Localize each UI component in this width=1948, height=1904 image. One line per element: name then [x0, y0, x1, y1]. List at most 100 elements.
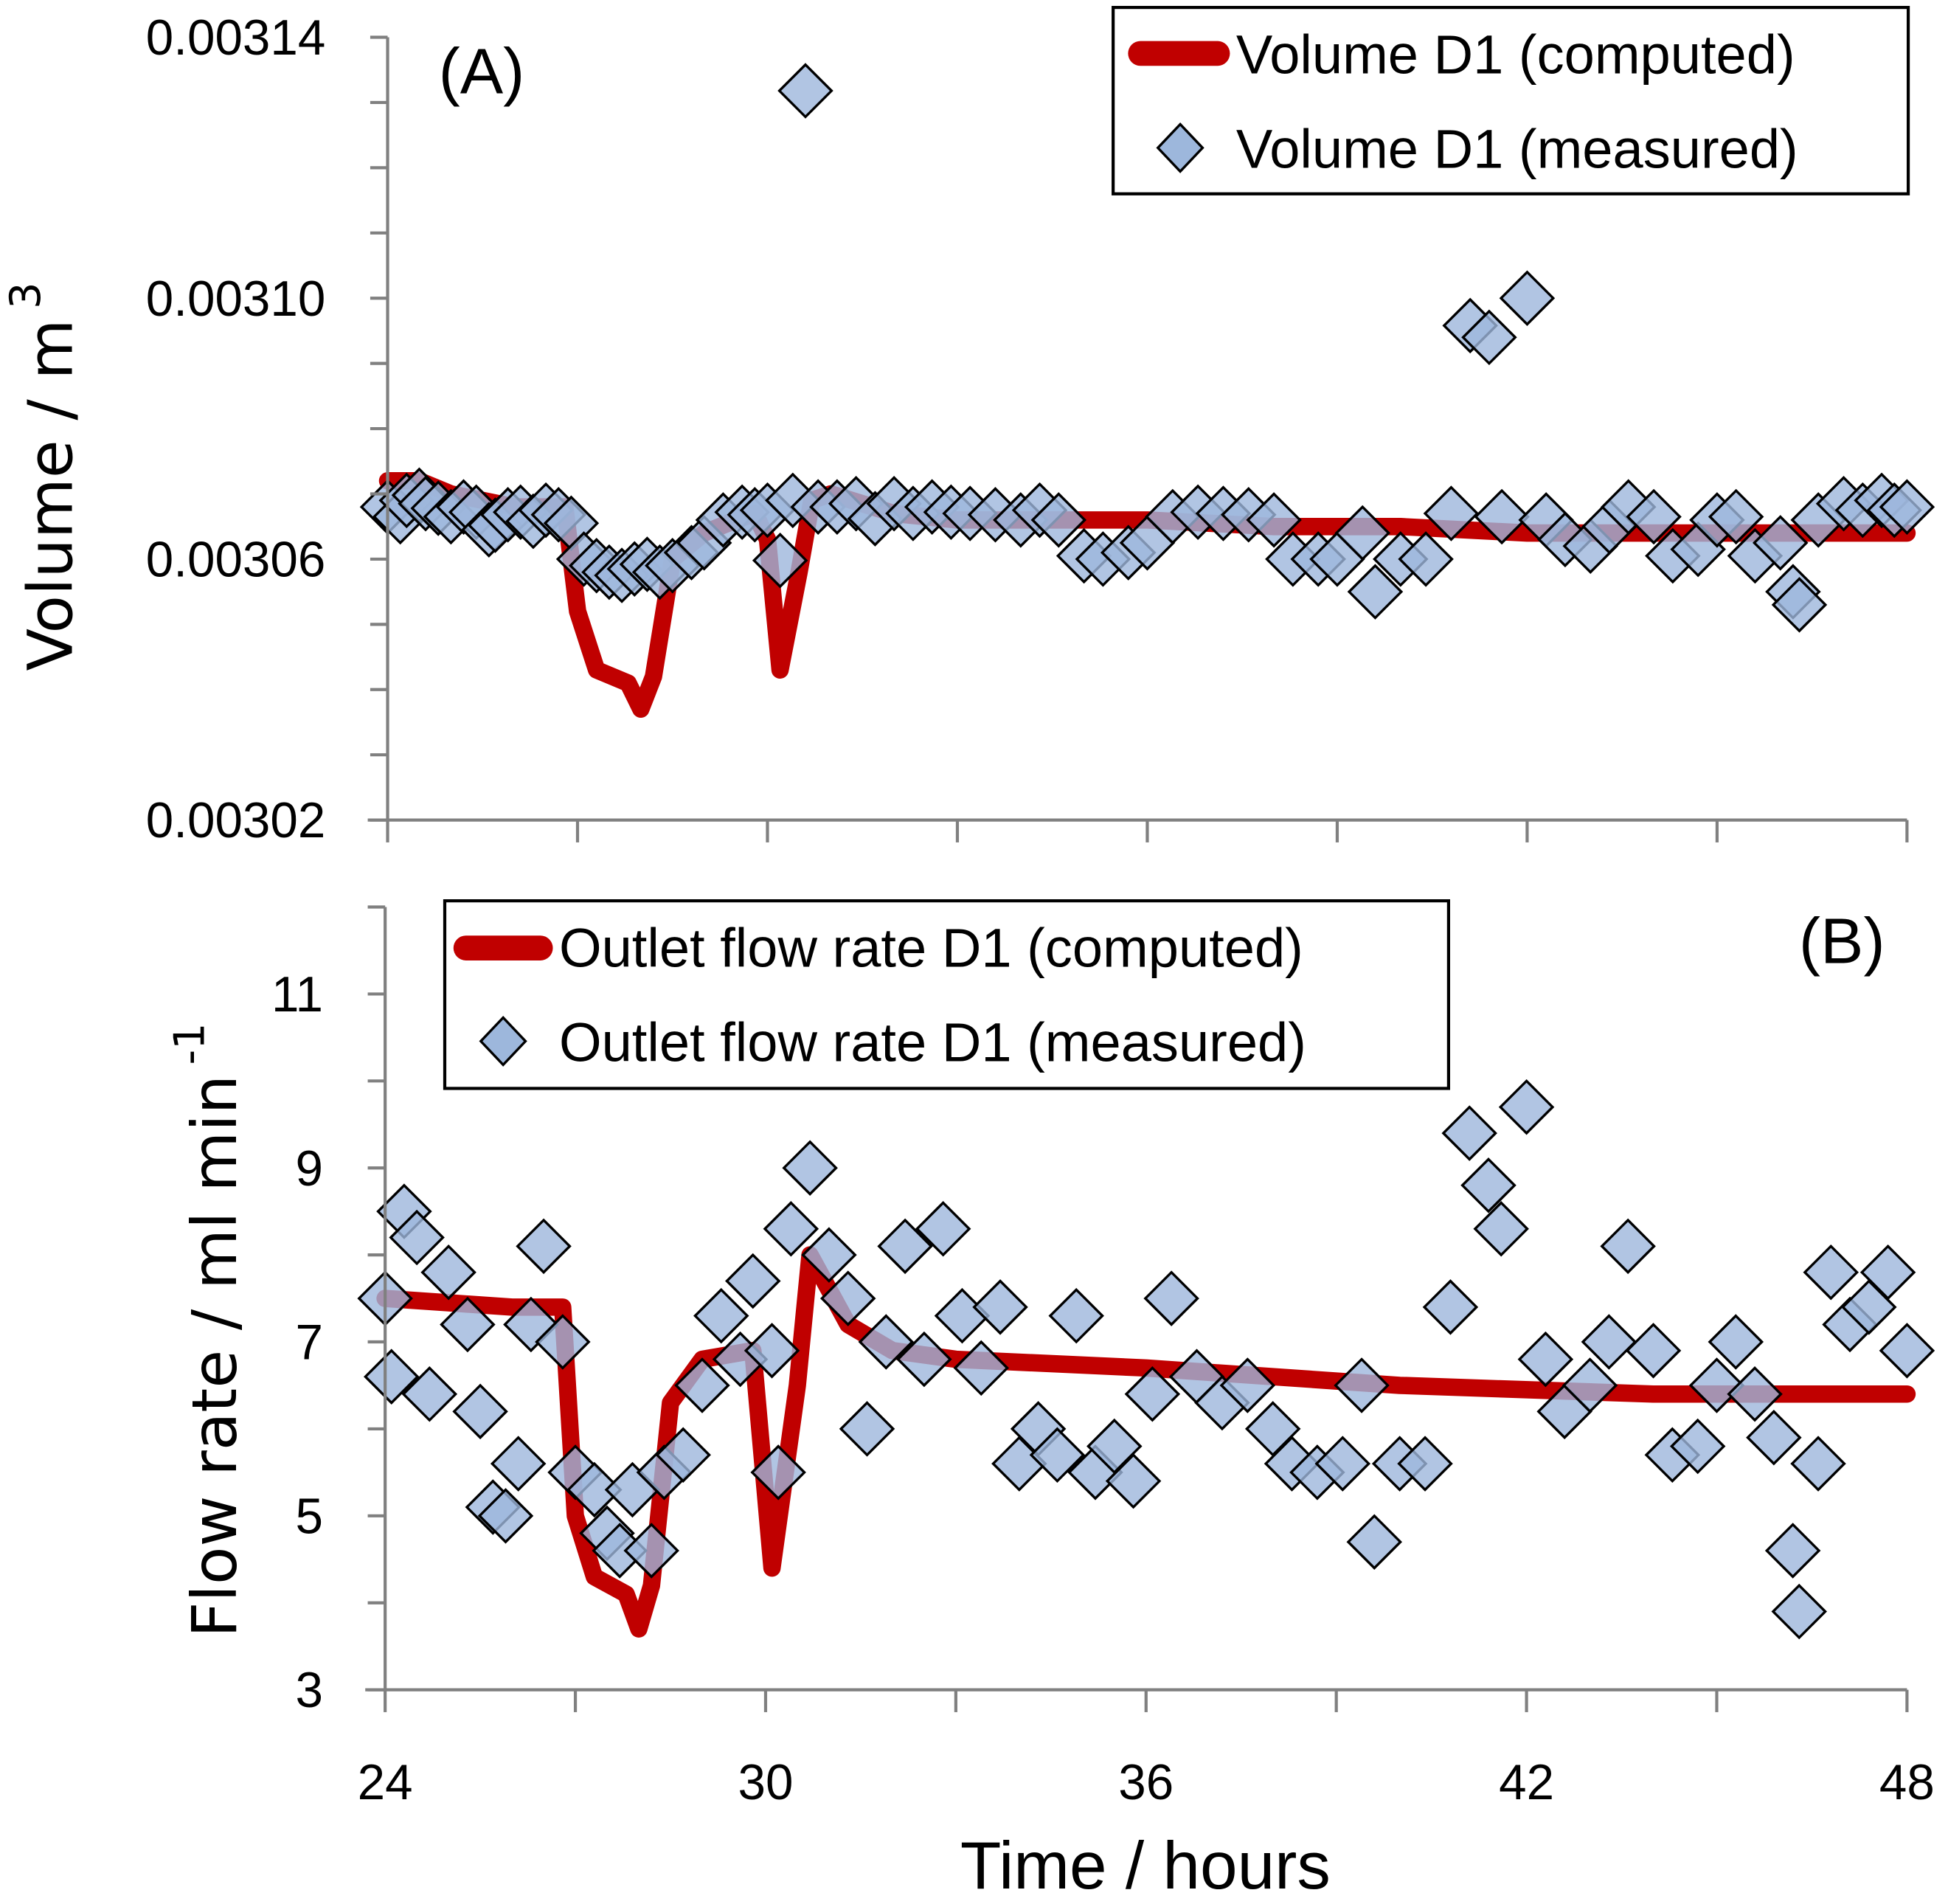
measured-point: [516, 1218, 572, 1275]
panel-b-legend: Outlet flow rate D1 (computed) Outlet fl…: [443, 899, 1451, 1090]
measured-point: [1422, 1279, 1479, 1335]
panel-b-marks: [357, 1079, 1935, 1640]
measured-point: [1397, 1436, 1453, 1492]
measured-point: [1334, 505, 1391, 561]
measured-point: [1246, 492, 1302, 548]
measured-point: [915, 1201, 971, 1257]
y-tick-label: 0.00306: [146, 533, 326, 588]
legend-measured-marker: [479, 1015, 527, 1067]
measured-point: [839, 1401, 895, 1457]
measured-point: [1441, 1105, 1497, 1161]
measured-point: [1625, 1323, 1682, 1379]
x-tick-label: 42: [1499, 1755, 1554, 1810]
panel-a-y-axis-title: Volume / m3: [1, 282, 87, 671]
measured-point: [1561, 1357, 1618, 1413]
measured-point: [1879, 479, 1935, 535]
measured-point: [763, 1201, 819, 1257]
measured-point: [972, 1279, 1028, 1335]
measured-point: [1669, 1418, 1726, 1475]
legend-measured-marker: [1156, 122, 1204, 173]
y-tick-label: 9: [295, 1141, 322, 1197]
measured-point: [1803, 1244, 1859, 1301]
measured-point: [1499, 270, 1556, 326]
legend-entry-computed: Volume D1 (computed): [1236, 24, 1795, 85]
measured-point: [1727, 1366, 1783, 1422]
measured-point: [934, 1287, 991, 1344]
measured-point: [1708, 1314, 1764, 1370]
panel-b-y-axis-title: Flow rate / ml min-1: [164, 1022, 251, 1637]
measured-point: [1423, 485, 1480, 541]
legend-entry-measured: Outlet flow rate D1 (measured): [559, 1011, 1306, 1073]
measured-point: [566, 1461, 623, 1518]
measured-point: [420, 1244, 476, 1301]
measured-point: [750, 1444, 806, 1500]
x-tick-label: 36: [1118, 1755, 1174, 1810]
measured-point: [655, 1427, 711, 1484]
y-tick-label: 0.00302: [146, 793, 326, 848]
panel-b-label: (B): [1799, 904, 1885, 977]
panel-b: 3 5 7 9 11 24 30 36 42 48 (B) Flow rate / ml min-…: [164, 899, 1935, 1903]
measured-point: [1517, 1331, 1574, 1388]
measured-point: [1708, 488, 1764, 545]
measured-point: [1473, 1201, 1529, 1257]
measured-point: [1461, 309, 1517, 366]
measured-point: [1626, 488, 1682, 545]
measured-point: [1346, 1514, 1403, 1570]
measured-point: [440, 1296, 496, 1353]
y-tick-label: 0.00310: [146, 271, 326, 327]
measured-point: [1498, 1079, 1555, 1135]
measured-point: [1029, 1427, 1086, 1484]
x-tick-label: 24: [358, 1755, 413, 1810]
measured-point: [674, 1357, 730, 1413]
legend-entry-measured: Volume D1 (measured): [1236, 118, 1798, 179]
measured-point: [1581, 1314, 1637, 1370]
measured-point: [535, 1314, 591, 1370]
panel-a-label: (A): [439, 35, 525, 107]
measured-point: [819, 1270, 876, 1326]
measured-point: [693, 1287, 749, 1344]
measured-point: [363, 1349, 420, 1405]
y-tick-label: 0.00314: [146, 10, 326, 66]
y-tick-label: 7: [295, 1315, 322, 1371]
y-tick-label: 5: [295, 1489, 322, 1544]
measured-point: [1460, 1157, 1517, 1214]
measured-point: [477, 1488, 534, 1544]
panel-a-axes: 0.00302 0.00306 0.00310 0.00314: [146, 10, 1909, 848]
measured-point: [752, 532, 808, 589]
measured-point: [1688, 1357, 1745, 1413]
measured-point: [782, 1140, 838, 1196]
legend-entry-computed: Outlet flow rate D1 (computed): [559, 917, 1303, 978]
measured-point: [389, 1209, 445, 1266]
x-tick-label: 30: [738, 1755, 793, 1810]
measured-point: [725, 1253, 781, 1309]
panel-a-marks: [359, 63, 1935, 719]
measured-point: [1143, 1270, 1199, 1326]
measured-point: [1334, 1357, 1390, 1413]
measured-point: [1398, 531, 1454, 587]
measured-point: [1048, 1287, 1104, 1344]
measured-point: [777, 63, 833, 119]
measured-point: [1474, 488, 1530, 545]
measured-point: [1771, 1583, 1828, 1640]
measured-point: [1347, 564, 1404, 620]
x-tick-label: 48: [1879, 1755, 1935, 1810]
measured-point: [801, 1227, 857, 1283]
measured-point: [1105, 1453, 1162, 1509]
measured-point: [490, 1436, 547, 1492]
y-tick-label: 11: [271, 967, 323, 1022]
measured-point: [1859, 1244, 1916, 1301]
measured-point: [452, 1383, 508, 1440]
y-tick-label: 3: [295, 1663, 322, 1718]
measured-point: [1879, 1323, 1935, 1379]
measured-point: [1790, 1436, 1846, 1492]
panel-a-legend: Volume D1 (computed) Volume D1 (measured…: [1112, 6, 1910, 195]
measured-point: [623, 1523, 679, 1579]
measured-point: [1771, 577, 1828, 633]
measured-point: [877, 1218, 933, 1275]
measured-point: [896, 1331, 952, 1388]
measured-point: [1030, 492, 1087, 548]
measured-point: [1600, 1218, 1656, 1275]
x-axis-title: Time / hours: [960, 1829, 1331, 1903]
measured-point: [1752, 515, 1809, 571]
